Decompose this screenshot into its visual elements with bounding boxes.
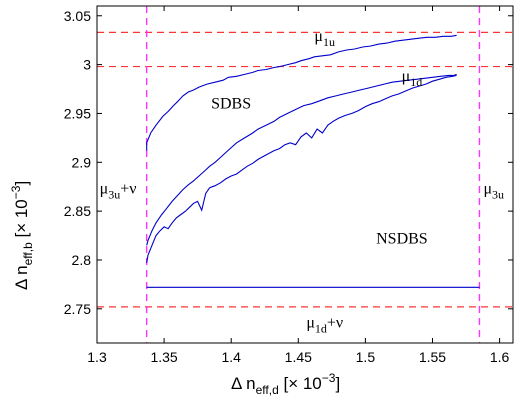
y-tick-label: 2.85 (64, 203, 91, 219)
x-axis-label: Δ neff,d [× 10−3] (231, 371, 340, 397)
annotation-2: SDBS (211, 96, 251, 113)
series-line-1 (146, 73, 457, 246)
x-tick-label: 1.35 (150, 349, 177, 365)
x-tick-label: 1.55 (419, 349, 446, 365)
reference-lines (97, 6, 513, 343)
y-tick-label: 2.9 (72, 154, 92, 170)
series-line-2 (146, 74, 457, 263)
x-tick-label: 1.45 (285, 349, 312, 365)
x-tick-label: 1.4 (221, 349, 241, 365)
annotation-1: μ1d (402, 68, 423, 89)
y-axis: 2.75 2.8 2.85 2.9 2.95 3 3.05 (64, 8, 513, 317)
x-tick-label: 1.5 (356, 349, 376, 365)
y-tick-label: 2.95 (64, 105, 91, 121)
annotation-0: μ1u (314, 28, 335, 49)
y-tick-label: 3.05 (64, 8, 91, 24)
x-tick-label: 1.6 (490, 349, 510, 365)
annotation-5: μ3u (483, 181, 504, 202)
x-tick-label: 1.3 (87, 349, 107, 365)
annotation-4: μ3u+ν (100, 181, 137, 202)
y-tick-label: 2.8 (72, 252, 92, 268)
series-lines (146, 34, 480, 288)
y-tick-label: 2.75 (64, 301, 91, 317)
annotation-3: NSDBS (376, 230, 428, 247)
annotation-6: μ1d+ν (306, 314, 343, 335)
y-axis-label: Δ neff,b [× 10−3] (9, 181, 35, 290)
series-line-0 (146, 34, 457, 151)
annotations: μ1u μ1d SDBS NSDBS μ3u+ν μ3u μ1d+ν (100, 28, 504, 335)
plot-frame (96, 5, 514, 344)
x-axis: 1.3 1.35 1.4 1.45 1.5 1.55 1.6 (87, 6, 510, 365)
y-tick-label: 3 (83, 57, 91, 73)
